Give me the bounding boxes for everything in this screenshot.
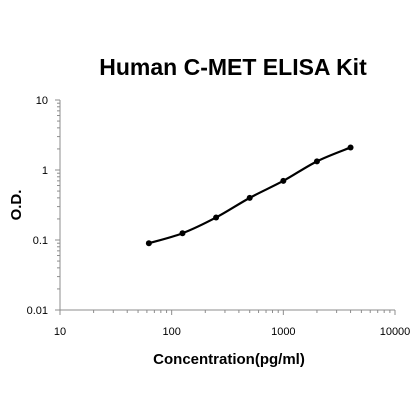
y-tick-label: 10 <box>36 95 48 107</box>
y-axis-label: O.D. <box>8 190 25 221</box>
data-point <box>213 214 220 221</box>
data-point <box>145 240 152 247</box>
y-tick-label: 0.01 <box>27 305 48 317</box>
plot-area <box>145 144 354 247</box>
x-axis-label: Concentration(pg/ml) <box>153 351 305 368</box>
data-point <box>347 144 354 151</box>
y-tick-label: 1 <box>42 165 48 177</box>
ticks: 10 100 1000 10000 10 1 0.1 0.01 <box>27 95 411 338</box>
data-point <box>246 194 253 201</box>
x-tick-label: 1000 <box>271 326 295 338</box>
data-point <box>179 230 186 237</box>
x-tick-label: 100 <box>162 326 180 338</box>
x-tick-label: 10000 <box>380 326 411 338</box>
chart-title: Human C-MET ELISA Kit <box>99 54 367 80</box>
y-tick-label: 0.1 <box>33 235 48 247</box>
data-point <box>313 158 320 165</box>
axes <box>59 100 395 311</box>
data-point <box>280 177 287 184</box>
x-tick-label: 10 <box>54 326 66 338</box>
